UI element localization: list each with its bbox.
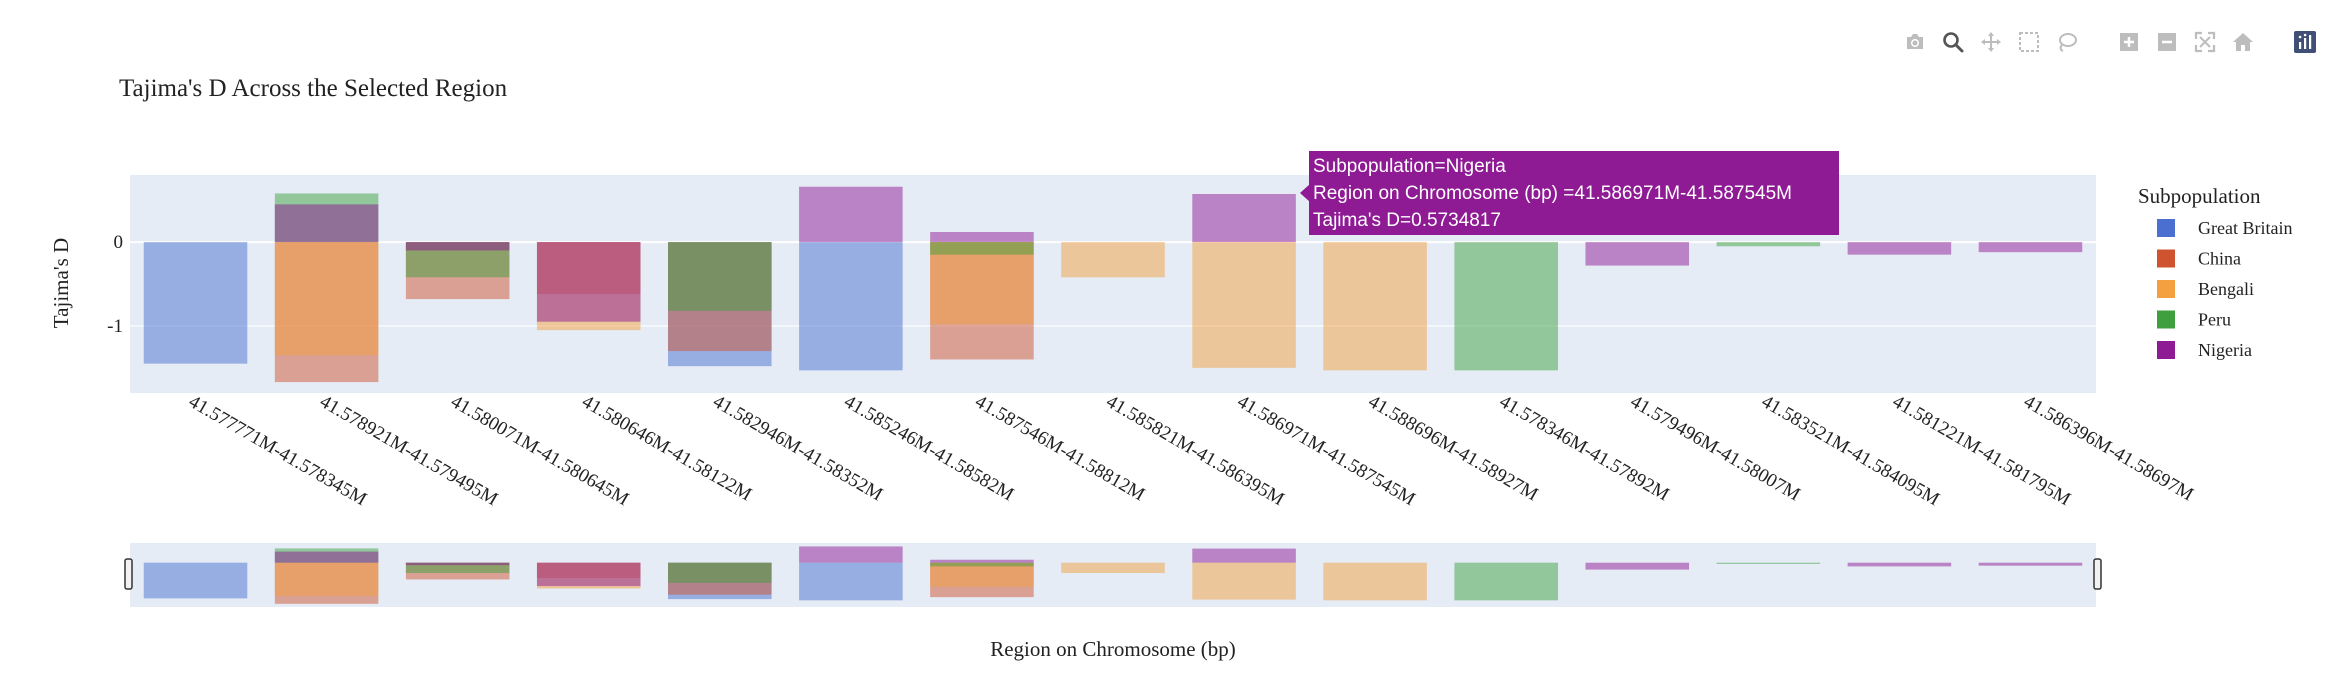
slider-bar	[930, 562, 1034, 567]
slider-bar	[1061, 562, 1165, 574]
slider-bar	[1192, 548, 1296, 563]
bar[interactable]	[405, 242, 510, 251]
legend-title: Subpopulation	[2138, 184, 2261, 208]
legend-label: Great Britain	[2198, 218, 2292, 238]
box-select-icon[interactable]	[2015, 28, 2043, 56]
range-slider-left-handle[interactable]	[124, 558, 133, 590]
slider-bar	[1716, 562, 1821, 564]
plotly-logo-icon[interactable]	[2291, 28, 2319, 56]
y-tick-label: 0	[114, 232, 124, 253]
bar[interactable]	[799, 186, 903, 243]
range-slider[interactable]	[124, 543, 2102, 607]
legend-swatch	[2157, 280, 2175, 298]
y-tick-label: -1	[107, 316, 123, 337]
bar[interactable]	[668, 242, 772, 311]
slider-bar	[274, 562, 379, 596]
chart-title: Tajima's D Across the Selected Region	[119, 75, 508, 102]
legend-label: Bengali	[2198, 279, 2254, 299]
bar[interactable]	[1192, 242, 1296, 368]
tooltip-value: Tajima's D=0.5734817	[1313, 210, 1501, 231]
bar[interactable]	[1978, 242, 2083, 253]
slider-bar	[274, 551, 379, 563]
range-slider-right-handle[interactable]	[2093, 558, 2102, 590]
bar[interactable]	[274, 242, 379, 356]
tooltip-subpopulation: Subpopulation=Nigeria	[1313, 156, 1506, 177]
bar[interactable]	[1454, 242, 1558, 371]
bar[interactable]	[799, 242, 903, 371]
x-axis-ticks: 41.577771M-41.578345M41.578921M-41.57949…	[185, 391, 2197, 510]
slider-bar	[1585, 562, 1690, 570]
slider-bar	[143, 562, 248, 599]
tooltip-region: Region on Chromosome (bp) =41.586971M-41…	[1313, 183, 1792, 204]
slider-bar	[1192, 562, 1296, 600]
main-bars[interactable]	[143, 186, 2083, 383]
legend-item[interactable]: Peru	[2157, 310, 2231, 330]
autoscale-icon[interactable]	[2191, 28, 2219, 56]
bar[interactable]	[143, 242, 248, 364]
slider-bar	[799, 562, 903, 601]
legend-items[interactable]: Great Britain China Bengali Peru Nigeria	[2157, 218, 2292, 360]
slider-bar	[1323, 562, 1427, 601]
bar[interactable]	[930, 242, 1034, 255]
slider-bar	[930, 562, 1034, 587]
legend-label: China	[2198, 249, 2241, 269]
y-axis-label: Tajima's D	[49, 238, 73, 328]
bar[interactable]	[1192, 193, 1296, 243]
range-slider-bars	[143, 546, 2083, 604]
legend-label: Peru	[2198, 310, 2231, 330]
zoom-out-icon[interactable]	[2153, 28, 2181, 56]
legend-label: Nigeria	[2198, 340, 2252, 360]
modebar	[1901, 28, 2319, 56]
legend[interactable]: Subpopulation Great Britain China Bengali P…	[2138, 184, 2292, 360]
bar[interactable]	[274, 204, 379, 243]
legend-item[interactable]: Great Britain	[2157, 218, 2292, 238]
slider-bar	[668, 562, 772, 583]
slider-bar	[1978, 562, 2083, 566]
bar[interactable]	[536, 242, 641, 322]
slider-bar	[930, 559, 1034, 563]
bar[interactable]	[930, 242, 1034, 325]
slider-bar	[405, 562, 510, 566]
camera-icon[interactable]	[1901, 28, 1929, 56]
legend-item[interactable]: Nigeria	[2157, 340, 2252, 360]
lasso-icon[interactable]	[2053, 28, 2081, 56]
bar[interactable]	[1061, 242, 1165, 278]
hover-tooltip: Subpopulation=Nigeria Region on Chromoso…	[1309, 151, 1839, 235]
zoom-in-icon[interactable]	[2115, 28, 2143, 56]
slider-bar	[799, 546, 903, 563]
x-axis-label: Region on Chromosome (bp)	[990, 637, 1236, 661]
bar[interactable]	[930, 232, 1034, 243]
legend-swatch	[2157, 310, 2175, 329]
y-axis-ticks: 0 -1	[107, 232, 123, 337]
legend-item[interactable]: Bengali	[2157, 279, 2254, 299]
slider-bar	[536, 562, 641, 587]
tooltip-arrow	[1300, 184, 1310, 202]
reset-axes-icon[interactable]	[2229, 28, 2257, 56]
bar[interactable]	[1716, 242, 1821, 247]
legend-swatch	[2157, 219, 2175, 237]
bar[interactable]	[1847, 242, 1952, 255]
legend-swatch	[2157, 249, 2175, 268]
slider-bar	[1847, 562, 1952, 567]
bar[interactable]	[1323, 242, 1427, 371]
bar[interactable]	[1585, 242, 1690, 266]
legend-swatch	[2157, 341, 2175, 359]
legend-item[interactable]: China	[2157, 249, 2241, 269]
pan-icon[interactable]	[1977, 28, 2005, 56]
zoom-icon[interactable]	[1939, 28, 1967, 56]
slider-bar	[405, 562, 510, 574]
slider-bar	[1454, 562, 1558, 601]
